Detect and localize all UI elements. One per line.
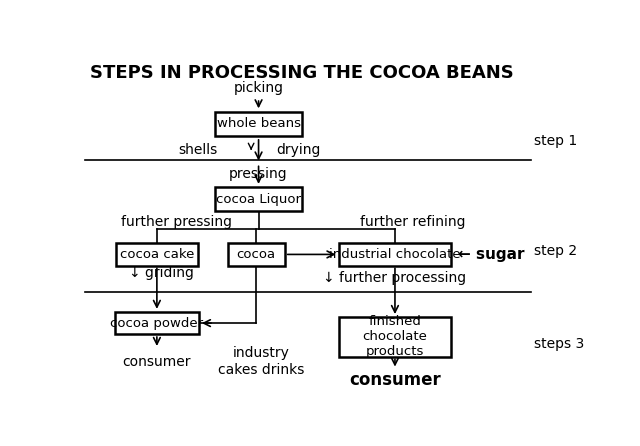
- Text: whole beans: whole beans: [216, 117, 301, 130]
- Text: ← sugar: ← sugar: [458, 247, 524, 262]
- Text: cocoa cake: cocoa cake: [120, 248, 194, 261]
- Text: consumer: consumer: [349, 372, 441, 389]
- Text: ↓ further processing: ↓ further processing: [323, 272, 467, 285]
- FancyBboxPatch shape: [228, 243, 285, 265]
- Text: consumer: consumer: [123, 355, 191, 368]
- Text: step 1: step 1: [534, 134, 577, 148]
- Text: industry
cakes drinks: industry cakes drinks: [218, 347, 304, 377]
- Text: ↓ griding: ↓ griding: [129, 266, 193, 280]
- FancyBboxPatch shape: [116, 243, 198, 265]
- FancyBboxPatch shape: [215, 112, 302, 136]
- Text: further refining: further refining: [360, 215, 465, 229]
- Text: picking: picking: [234, 81, 284, 95]
- FancyBboxPatch shape: [215, 187, 302, 211]
- Text: further pressing: further pressing: [121, 215, 232, 229]
- FancyBboxPatch shape: [115, 312, 199, 334]
- Text: cocoa Liquor: cocoa Liquor: [216, 193, 301, 206]
- Text: pressing: pressing: [229, 167, 288, 181]
- Text: cocoa powder: cocoa powder: [110, 317, 204, 330]
- FancyBboxPatch shape: [339, 243, 451, 265]
- Text: STEPS IN PROCESSING THE COCOA BEANS: STEPS IN PROCESSING THE COCOA BEANS: [90, 64, 514, 82]
- FancyBboxPatch shape: [339, 317, 451, 357]
- Text: shells: shells: [179, 143, 218, 157]
- Text: drying: drying: [276, 143, 320, 157]
- Text: cocoa: cocoa: [237, 248, 276, 261]
- Text: steps 3: steps 3: [534, 337, 584, 351]
- Text: industrial chocolate: industrial chocolate: [329, 248, 461, 261]
- Text: step 2: step 2: [534, 244, 577, 258]
- Text: finished
chocolate
products: finished chocolate products: [362, 315, 428, 358]
